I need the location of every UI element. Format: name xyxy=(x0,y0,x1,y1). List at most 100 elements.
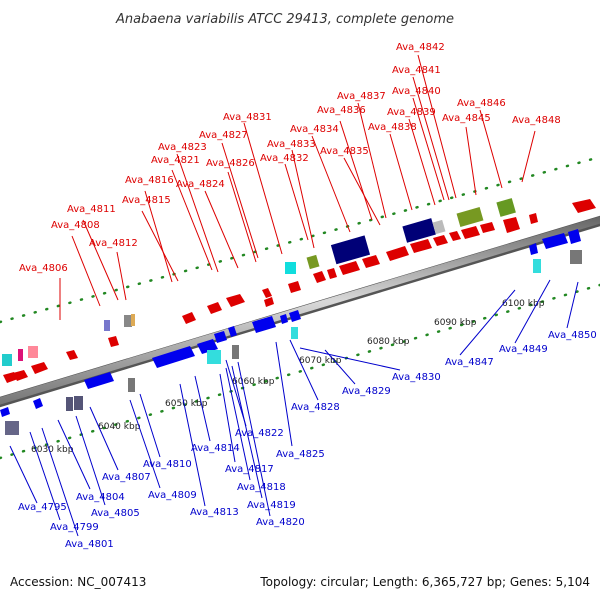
forward-leaders xyxy=(59,54,536,320)
gene-label[interactable]: Ava_4835 xyxy=(320,146,369,157)
gene-box xyxy=(131,314,135,326)
gene-box xyxy=(5,421,19,435)
gene-box xyxy=(28,346,38,358)
gene-arrow-reverse xyxy=(152,346,195,368)
gene-label[interactable]: Ava_4828 xyxy=(291,402,340,413)
gene-label[interactable]: Ava_4806 xyxy=(19,263,68,274)
gene-label[interactable]: Ava_4830 xyxy=(392,372,441,383)
gene-box xyxy=(533,259,541,273)
gene-arrow-reverse xyxy=(84,372,114,389)
gene-box xyxy=(124,315,132,327)
tick-label: 6050 kbp xyxy=(165,399,208,409)
tick-label: 6080 kbp xyxy=(367,337,410,347)
gene-label[interactable]: Ava_4810 xyxy=(143,459,192,470)
gene-arrow-reverse xyxy=(252,316,276,333)
gene-features xyxy=(0,198,596,435)
accession-label: Accession: NC_007413 xyxy=(10,575,146,589)
gene-box xyxy=(2,354,12,366)
gene-arrow-forward xyxy=(503,217,520,233)
gene-label[interactable]: Ava_4840 xyxy=(392,86,441,97)
gene-box xyxy=(128,378,135,392)
gene-box xyxy=(207,350,221,364)
gene-label[interactable]: Ava_4807 xyxy=(102,472,151,483)
gene-box xyxy=(432,219,446,235)
gene-label[interactable]: Ava_4831 xyxy=(223,112,272,123)
gene-label[interactable]: Ava_4795 xyxy=(18,502,67,513)
gene-label[interactable]: Ava_4799 xyxy=(50,522,99,533)
gene-arrow-forward xyxy=(386,246,409,261)
gene-label[interactable]: Ava_4826 xyxy=(206,158,255,169)
gene-arrow-forward xyxy=(288,281,301,293)
gene-arrow-forward xyxy=(31,362,48,374)
gene-arrow-forward xyxy=(572,199,596,213)
gene-label[interactable]: Ava_4838 xyxy=(368,122,417,133)
gene-label[interactable]: Ava_4815 xyxy=(122,195,171,206)
gene-label[interactable]: Ava_4820 xyxy=(256,517,305,528)
gene-box xyxy=(570,250,582,264)
gene-box xyxy=(330,235,371,265)
gene-label[interactable]: Ava_4818 xyxy=(237,482,286,493)
gene-label[interactable]: Ava_4808 xyxy=(51,220,100,231)
gene-label[interactable]: Ava_4841 xyxy=(392,65,441,76)
gene-label[interactable]: Ava_4832 xyxy=(260,153,309,164)
gene-label[interactable]: Ava_4812 xyxy=(89,238,138,249)
gene-box xyxy=(496,198,516,217)
gene-label[interactable]: Ava_4845 xyxy=(442,113,491,124)
gene-arrow-reverse xyxy=(214,331,227,343)
gene-label[interactable]: Ava_4816 xyxy=(125,175,174,186)
gene-label[interactable]: Ava_4837 xyxy=(337,91,386,102)
gene-label[interactable]: Ava_4842 xyxy=(396,42,445,53)
gene-label[interactable]: Ava_4849 xyxy=(499,344,548,355)
gene-label[interactable]: Ava_4805 xyxy=(91,508,140,519)
gene-arrow-forward xyxy=(13,370,28,381)
gene-label[interactable]: Ava_4836 xyxy=(317,105,366,116)
tick-label: 6030 kbp xyxy=(31,445,74,455)
track-outer-forward xyxy=(0,155,600,324)
gene-box xyxy=(456,206,484,228)
gene-label[interactable]: Ava_4809 xyxy=(148,490,197,501)
gene-label[interactable]: Ava_4829 xyxy=(342,386,391,397)
gene-label[interactable]: Ava_4848 xyxy=(512,115,561,126)
gene-label[interactable]: Ava_4834 xyxy=(290,124,339,135)
gene-arrow-forward xyxy=(327,268,337,279)
gene-label[interactable]: Ava_4817 xyxy=(225,464,274,475)
tick-labels: 6030 kbp 6040 kbp 6050 kbp 6060 kbp 6070… xyxy=(31,299,545,455)
gene-box xyxy=(104,320,110,331)
gene-label[interactable]: Ava_4822 xyxy=(235,428,284,439)
gene-arrow-forward xyxy=(362,255,380,268)
gene-label[interactable]: Ava_4825 xyxy=(276,449,325,460)
gene-label[interactable]: Ava_4833 xyxy=(267,139,316,150)
gene-tracks xyxy=(0,155,600,460)
gene-label[interactable]: Ava_4814 xyxy=(191,443,240,454)
gene-box xyxy=(306,254,320,270)
gene-arrow-reverse xyxy=(568,229,581,244)
gene-label[interactable]: Ava_4801 xyxy=(65,539,114,550)
gene-label[interactable]: Ava_4813 xyxy=(190,507,239,518)
forward-gene-labels: Ava_4806 Ava_4808 Ava_4811 Ava_4812 Ava_… xyxy=(19,42,561,274)
gene-label[interactable]: Ava_4827 xyxy=(199,130,248,141)
gene-label[interactable]: Ava_4850 xyxy=(548,330,597,341)
gene-box xyxy=(66,397,73,411)
gene-arrow-forward xyxy=(449,231,461,241)
gene-label[interactable]: Ava_4824 xyxy=(176,179,225,190)
gene-label[interactable]: Ava_4804 xyxy=(76,492,125,503)
gene-label[interactable]: Ava_4846 xyxy=(457,98,506,109)
gene-arrow-forward xyxy=(264,297,274,307)
gene-arrow-forward xyxy=(480,222,495,233)
gene-box xyxy=(74,396,83,410)
gene-label[interactable]: Ava_4821 xyxy=(151,155,200,166)
gene-label[interactable]: Ava_4819 xyxy=(247,500,296,511)
gene-arrow-forward xyxy=(461,226,480,239)
gene-arrow-forward xyxy=(433,235,448,246)
tick-label: 6040 kbp xyxy=(98,422,141,432)
gene-label[interactable]: Ava_4847 xyxy=(445,357,494,368)
gene-arrow-forward xyxy=(108,336,119,347)
gene-arrow-forward xyxy=(262,288,272,298)
gene-box xyxy=(402,218,436,243)
gene-label[interactable]: Ava_4839 xyxy=(387,107,436,118)
gene-label[interactable]: Ava_4823 xyxy=(158,142,207,153)
genome-summary: Topology: circular; Length: 6,365,727 bp… xyxy=(259,575,590,589)
gene-label[interactable]: Ava_4811 xyxy=(67,204,116,215)
genome-backbone xyxy=(0,215,600,408)
